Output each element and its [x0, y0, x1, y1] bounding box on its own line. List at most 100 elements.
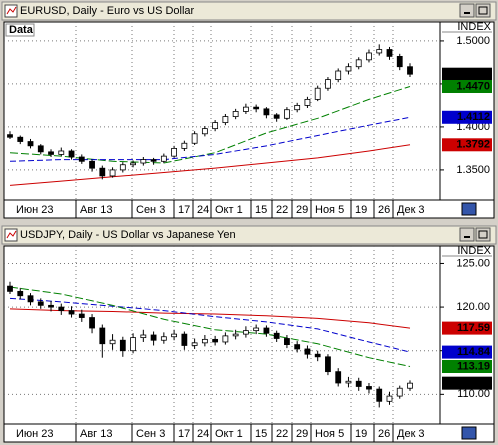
candle-body — [89, 317, 95, 329]
time-axis — [3, 199, 495, 219]
price-marker-label: 113.19 — [457, 360, 490, 372]
candle-body — [17, 136, 24, 142]
x-tick-label: 17 — [178, 204, 190, 216]
x-tick-label: Дек 3 — [397, 204, 425, 216]
price-marker-label: 114.84 — [457, 346, 491, 358]
price-marker-label: 111.28 — [458, 377, 490, 389]
candle-body — [222, 116, 229, 124]
candle-body — [181, 333, 188, 346]
moving-average — [9, 297, 411, 353]
window-icon-glyph — [6, 6, 17, 15]
toolbar-button[interactable] — [461, 202, 477, 216]
minimize-button[interactable] — [459, 227, 475, 242]
candle-body — [140, 159, 147, 164]
candle-body — [160, 155, 167, 162]
candle-body — [37, 301, 44, 306]
moving-average — [9, 144, 411, 186]
x-tick-label: 22 — [276, 428, 288, 440]
window-icon — [4, 228, 18, 242]
series-label-box — [5, 23, 35, 37]
price-axis — [439, 245, 495, 425]
candle-body — [150, 159, 157, 162]
candle-body — [314, 353, 321, 358]
price-marker — [442, 138, 492, 152]
candle-body — [345, 66, 352, 72]
price-marker — [442, 79, 492, 93]
candle-body — [7, 285, 13, 292]
candle-body — [376, 388, 383, 402]
candle-body — [171, 333, 178, 338]
candle-body — [48, 304, 54, 308]
title-bar — [1, 1, 497, 21]
minimize-button[interactable] — [459, 3, 475, 18]
plot-area — [3, 245, 441, 425]
candle-body — [325, 356, 331, 373]
candle-body — [325, 79, 331, 89]
y-tick-label: 1.3500 — [456, 164, 490, 176]
x-tick-label: Авг 13 — [80, 428, 112, 440]
moving-average — [9, 308, 411, 329]
candle-body — [273, 332, 280, 339]
chart-title: EURUSD, Daily - Euro vs US Dollar — [20, 5, 195, 17]
y-tick-label: 125.00 — [456, 257, 490, 269]
x-tick-label: Окт 1 — [215, 204, 243, 216]
candle-body — [58, 150, 65, 155]
candle-body — [109, 169, 116, 177]
price-marker-label: 117.59 — [457, 322, 490, 334]
candle-body — [232, 333, 239, 337]
x-tick-label: Июн 23 — [16, 428, 54, 440]
candle-body — [89, 160, 95, 169]
candle-body — [366, 386, 372, 390]
candle-body — [232, 111, 239, 117]
candle-body — [294, 105, 301, 111]
plot-area — [3, 21, 441, 201]
x-tick-label: 19 — [355, 204, 367, 216]
candle-body — [253, 106, 260, 110]
x-tick-label: Авг 13 — [80, 204, 112, 216]
candle-body — [7, 134, 13, 138]
candle-body — [294, 344, 301, 350]
maximize-glyph — [478, 6, 488, 15]
candle-body — [109, 339, 116, 345]
price-marker — [442, 67, 492, 81]
y-tick-label: 120.00 — [456, 301, 490, 313]
series-label: Data — [9, 24, 34, 36]
x-tick-label: 24 — [197, 428, 209, 440]
candle-body — [304, 98, 311, 106]
title-bar — [1, 225, 497, 245]
maximize-button[interactable] — [475, 227, 491, 242]
price-marker-label: 1.4112 — [457, 111, 490, 123]
axis-label: INDEX — [457, 21, 491, 33]
x-tick-label: Окт 1 — [215, 428, 243, 440]
candle-body — [99, 167, 106, 177]
maximize-button[interactable] — [475, 3, 491, 18]
x-tick-label: 15 — [255, 204, 267, 216]
candle-body — [386, 49, 393, 57]
candle-body — [386, 395, 393, 402]
x-tick-label: 15 — [255, 428, 267, 440]
candle-body — [119, 339, 126, 352]
price-marker-label: 1.3792 — [456, 139, 490, 151]
candle-body — [345, 380, 352, 384]
x-tick-label: 17 — [178, 428, 190, 440]
candle-body — [335, 70, 342, 81]
candle-body — [263, 327, 270, 334]
candle-body — [17, 290, 24, 297]
window-icon-glyph — [6, 230, 17, 239]
price-marker-label: 1.4470 — [456, 80, 490, 92]
candle-body — [222, 335, 229, 343]
moving-average — [9, 116, 411, 162]
candle-body — [27, 141, 34, 147]
candle-body — [201, 338, 208, 344]
candle-body — [68, 150, 75, 158]
candle-body — [150, 334, 157, 341]
toolbar-button[interactable] — [461, 426, 477, 440]
candle-body — [130, 162, 136, 166]
x-tick-label: 29 — [296, 204, 308, 216]
candle-body — [366, 52, 372, 61]
candle-body — [273, 114, 280, 119]
x-tick-label: Сен 3 — [136, 428, 165, 440]
candle-body — [376, 49, 383, 54]
x-tick-label: 22 — [276, 204, 288, 216]
x-tick-label: 24 — [197, 204, 209, 216]
